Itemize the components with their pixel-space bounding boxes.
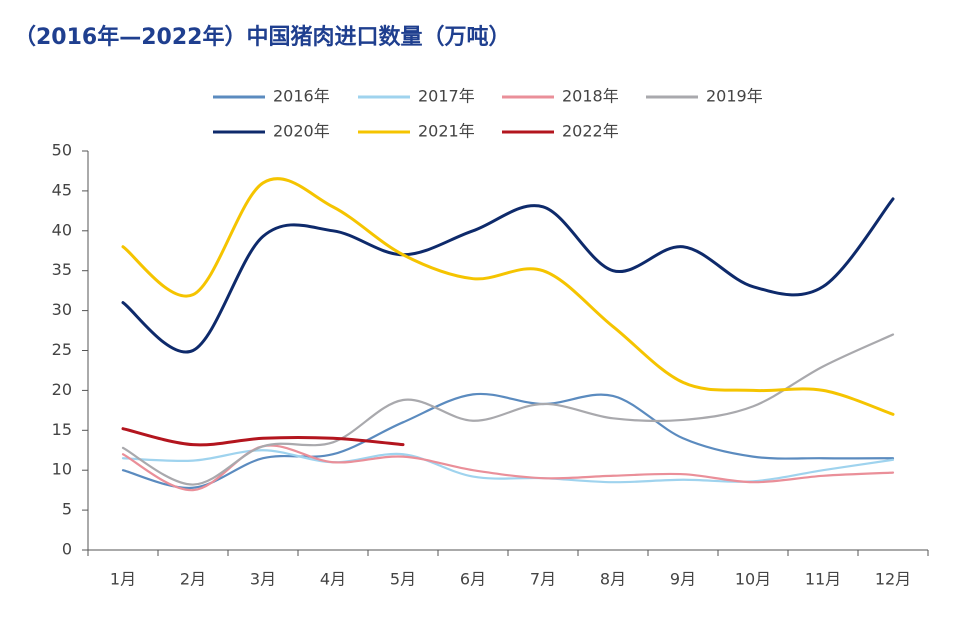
y-tick-label: 30: [52, 300, 72, 319]
y-tick-label: 5: [62, 500, 72, 519]
y-tick-label: 0: [62, 540, 72, 559]
series-line: [121, 197, 895, 354]
x-tick-label: 6月: [460, 570, 486, 589]
x-tick-label: 3月: [250, 570, 276, 589]
y-tick-label: 40: [52, 220, 72, 239]
legend-label: 2019年: [706, 87, 763, 106]
y-tick-label: 10: [52, 460, 72, 479]
y-tick-label: 20: [52, 380, 72, 399]
legend-label: 2016年: [273, 87, 330, 106]
y-tick-label: 50: [52, 141, 72, 160]
legend-label: 2017年: [418, 87, 475, 106]
legend-label: 2020年: [273, 122, 330, 141]
y-tick-label: 45: [52, 180, 72, 199]
y-tick-label: 15: [52, 420, 72, 439]
x-tick-label: 8月: [600, 570, 626, 589]
y-tick-label: 35: [52, 260, 72, 279]
chart-title: （2016年—2022年）中国猪肉进口数量（万吨）: [14, 24, 510, 50]
series-line: [121, 333, 895, 486]
x-tick-label: 10月: [735, 570, 771, 589]
x-tick-label: 12月: [875, 570, 911, 589]
x-tick-label: 1月: [110, 570, 136, 589]
series-line: [121, 392, 895, 489]
x-tick-label: 5月: [390, 570, 416, 589]
x-tick-label: 2月: [180, 570, 206, 589]
x-tick-label: 9月: [670, 570, 696, 589]
series-line: [121, 449, 895, 484]
y-tick-label: 25: [52, 340, 72, 359]
x-tick-label: 7月: [530, 570, 556, 589]
legend-label: 2021年: [418, 122, 475, 141]
legend-label: 2022年: [562, 122, 619, 141]
legend-label: 2018年: [562, 87, 619, 106]
series-line: [121, 427, 405, 447]
series-line: [121, 177, 895, 416]
x-tick-label: 11月: [805, 570, 841, 589]
x-tick-label: 4月: [320, 570, 346, 589]
